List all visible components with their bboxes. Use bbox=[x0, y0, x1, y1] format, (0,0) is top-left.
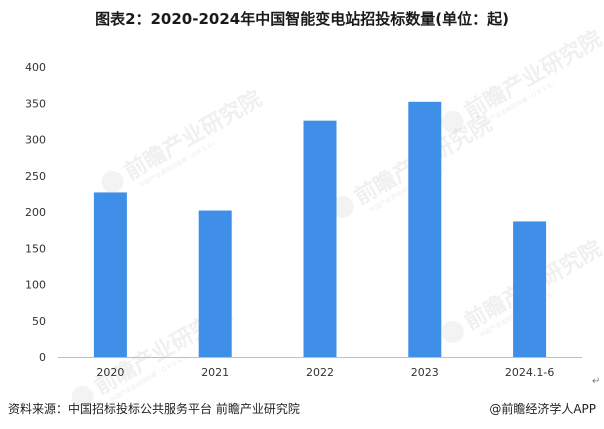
source-note: 资料来源：中国招标投标公共服务平台 前瞻产业研究院 bbox=[8, 402, 300, 416]
bar-2021 bbox=[198, 210, 232, 357]
y-tick-label: 200 bbox=[25, 206, 46, 219]
y-tick-label: 350 bbox=[25, 97, 46, 110]
watermark-logo-icon bbox=[441, 110, 464, 133]
x-tick-label: 2020 bbox=[96, 366, 124, 379]
y-tick-label: 250 bbox=[25, 170, 46, 183]
x-tick-label: 2022 bbox=[306, 366, 334, 379]
footer: 资料来源：中国招标投标公共服务平台 前瞻产业研究院 @前瞻经济学人APP bbox=[8, 400, 596, 418]
y-tick-label: 50 bbox=[32, 315, 46, 328]
watermark-logo-icon bbox=[441, 320, 464, 343]
bar-2020 bbox=[93, 192, 127, 357]
x-tick-label: 2024.1-6 bbox=[505, 366, 554, 379]
watermark-text: 前瞻产业研究院 bbox=[120, 86, 266, 186]
y-tick-label: 100 bbox=[25, 279, 46, 292]
watermark-logo-icon bbox=[71, 385, 94, 408]
bars bbox=[93, 101, 547, 358]
watermark-logo-icon bbox=[331, 195, 354, 218]
x-tick-label: 2023 bbox=[411, 366, 439, 379]
y-axis: 0 50 100 150 200 250 300 350 400 bbox=[25, 61, 46, 364]
chart-title: 图表2：2020-2024年中国智能变电站招投标数量(单位：起) bbox=[95, 10, 509, 28]
brand-label: @前瞻经济学人APP bbox=[489, 402, 596, 416]
paragraph-mark: ↵ bbox=[592, 376, 601, 387]
y-tick-label: 400 bbox=[25, 61, 46, 74]
watermark-logo-icon bbox=[101, 170, 124, 193]
y-tick-label: 0 bbox=[39, 351, 46, 364]
watermark-text: 前瞻产业研究院 bbox=[460, 26, 604, 126]
bar-2024.1-6 bbox=[513, 221, 547, 357]
y-tick-label: 300 bbox=[25, 134, 46, 147]
bar-2023 bbox=[408, 101, 442, 357]
x-axis: 2020 2021 2022 2023 2024.1-6 bbox=[58, 357, 582, 379]
y-tick-label: 150 bbox=[25, 242, 46, 255]
x-tick-label: 2021 bbox=[201, 366, 229, 379]
bar-2022 bbox=[303, 120, 337, 358]
